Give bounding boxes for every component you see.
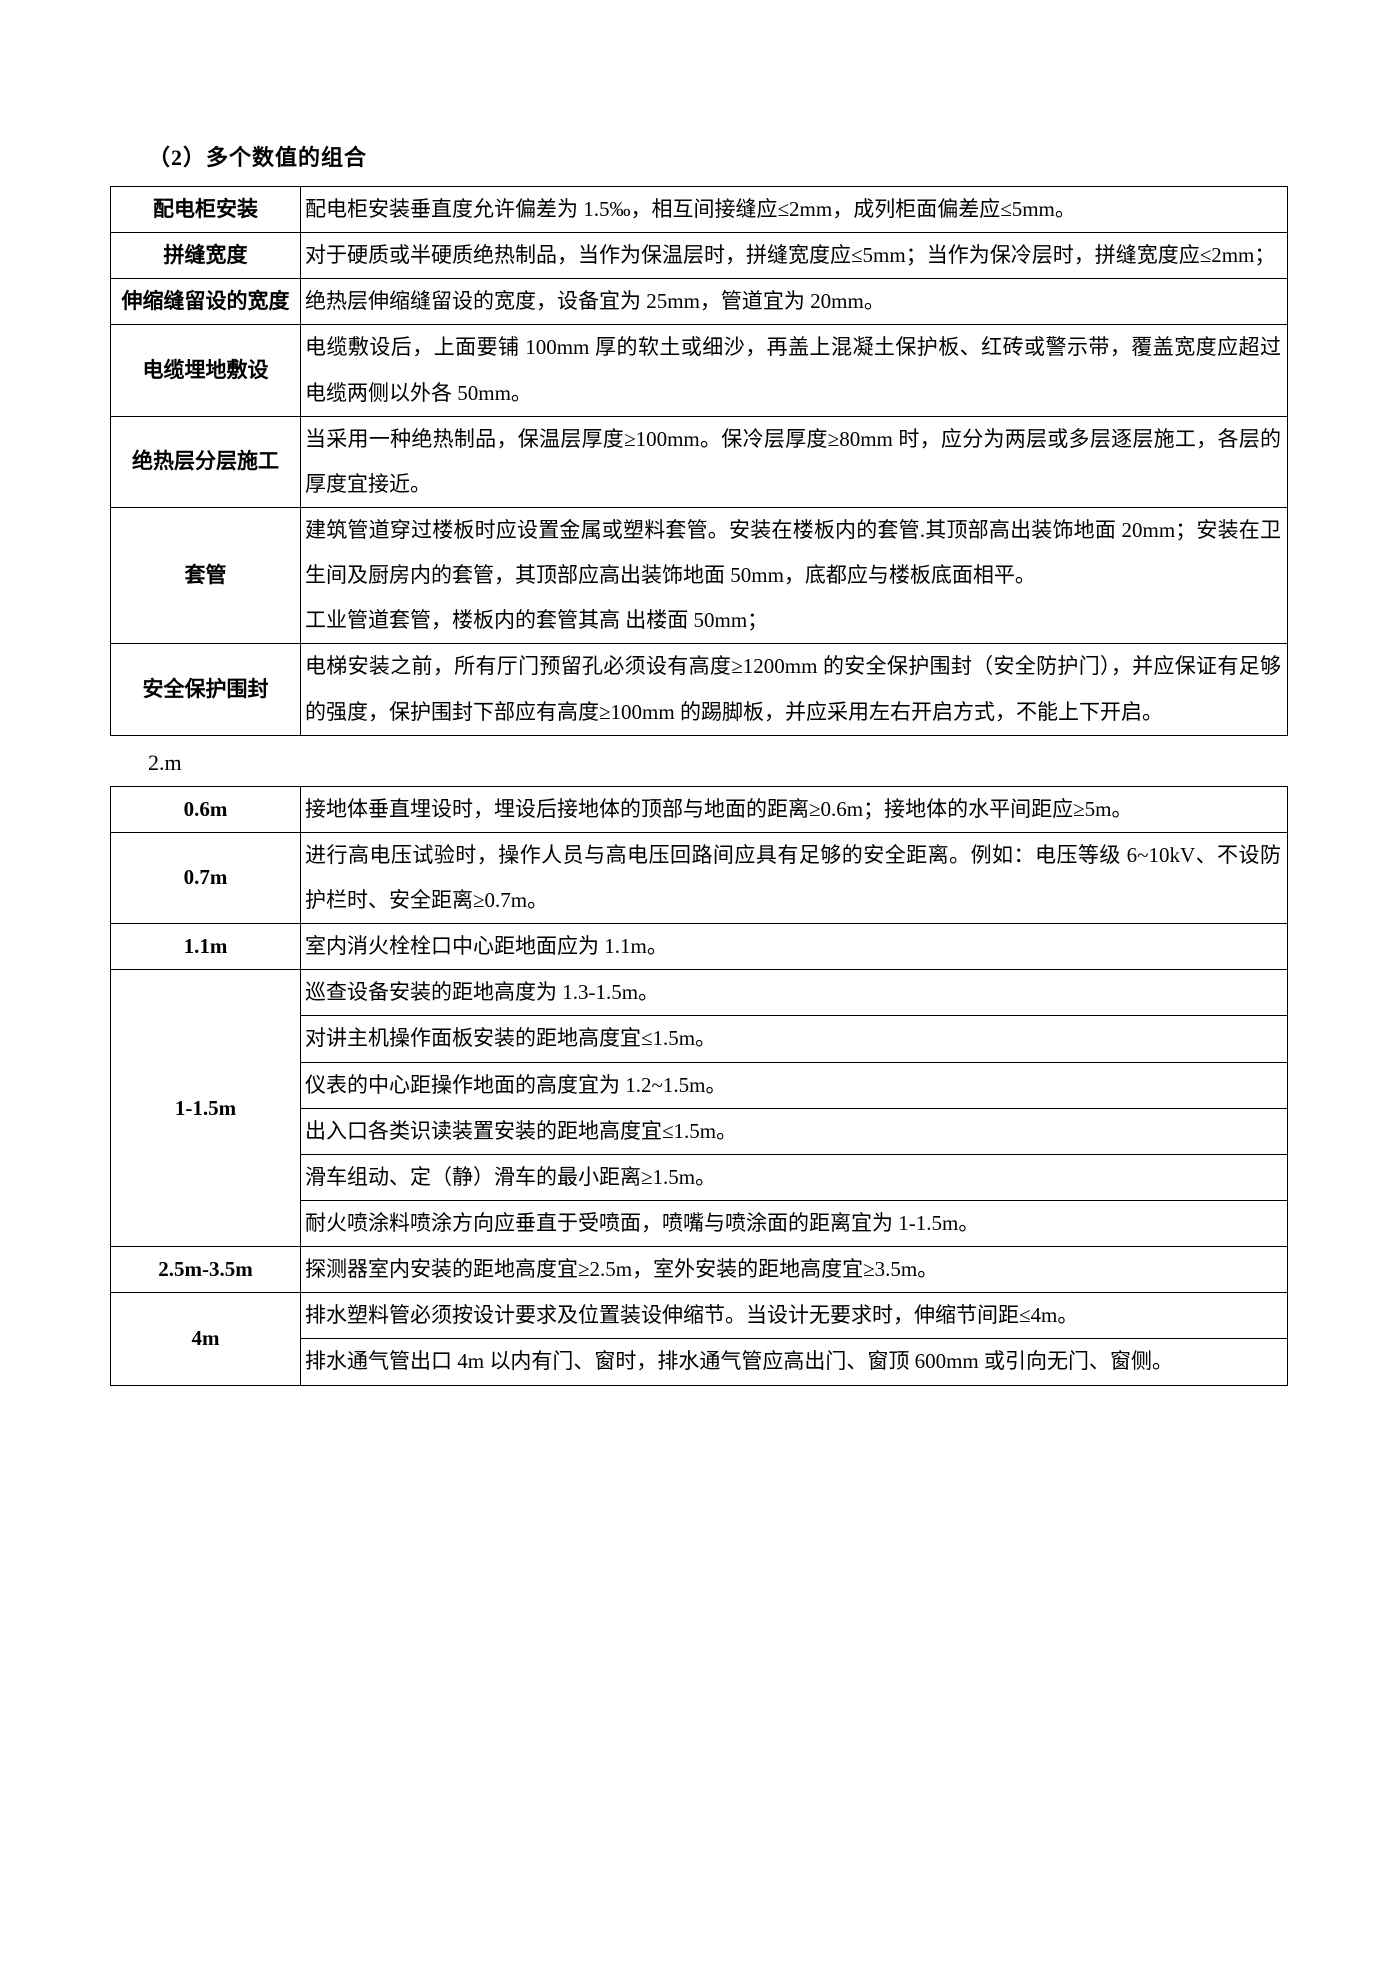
row-desc: 对于硬质或半硬质绝热制品，当作为保温层时，拼缝宽度应≤5mm；当作为保冷层时，拼… [301,233,1288,279]
table-row: 电缆埋地敷设电缆敷设后，上面要铺 100mm 厚的软土或细沙，再盖上混凝土保护板… [111,325,1288,416]
table-row: 配电柜安装配电柜安装垂直度允许偏差为 1.5‰，相互间接缝应≤2mm，成列柜面偏… [111,187,1288,233]
table-row: 伸缩缝留设的宽度绝热层伸缩缝留设的宽度，设备宜为 25mm，管道宜为 20mm。 [111,279,1288,325]
row-label: 电缆埋地敷设 [111,325,301,416]
row-desc: 排水通气管出口 4m 以内有门、窗时，排水通气管应高出门、窗顶 600mm 或引… [301,1339,1288,1385]
table-row: 套管建筑管道穿过楼板时应设置金属或塑料套管。安装在楼板内的套管.其顶部高出装饰地… [111,507,1288,643]
row-label: 伸缩缝留设的宽度 [111,279,301,325]
row-desc: 仪表的中心距操作地面的高度宜为 1.2~1.5m。 [301,1062,1288,1108]
row-desc: 探测器室内安装的距地高度宜≥2.5m，室外安装的距地高度宜≥3.5m。 [301,1247,1288,1293]
row-desc: 出入口各类识读装置安装的距地高度宜≤1.5m。 [301,1108,1288,1154]
table-row: 1.1m室内消火栓栓口中心距地面应为 1.1m。 [111,924,1288,970]
row-desc: 对讲主机操作面板安装的距地高度宜≤1.5m。 [301,1016,1288,1062]
table-2: 0.6m接地体垂直埋设时，埋设后接地体的顶部与地面的距离≥0.6m；接地体的水平… [110,786,1288,1386]
row-desc: 电梯安装之前，所有厅门预留孔必须设有高度≥1200mm 的安全保护围封（安全防护… [301,644,1288,735]
row-label: 1-1.5m [111,970,301,1247]
section-title-1: （2）多个数值的组合 [148,140,1288,172]
row-desc: 建筑管道穿过楼板时应设置金属或塑料套管。安装在楼板内的套管.其顶部高出装饰地面 … [301,507,1288,643]
table-row: 0.7m进行高电压试验时，操作人员与高电压回路间应具有足够的安全距离。例如：电压… [111,832,1288,923]
row-label: 配电柜安装 [111,187,301,233]
table-row: 1-1.5m巡查设备安装的距地高度为 1.3-1.5m。 [111,970,1288,1016]
table-row: 4m排水塑料管必须按设计要求及位置装设伸缩节。当设计无要求时，伸缩节间距≤4m。 [111,1293,1288,1339]
table-1: 配电柜安装配电柜安装垂直度允许偏差为 1.5‰，相互间接缝应≤2mm，成列柜面偏… [110,186,1288,736]
table-row: 安全保护围封电梯安装之前，所有厅门预留孔必须设有高度≥1200mm 的安全保护围… [111,644,1288,735]
row-desc: 耐火喷涂料喷涂方向应垂直于受喷面，喷嘴与喷涂面的距离宜为 1-1.5m。 [301,1200,1288,1246]
table-row: 绝热层分层施工当采用一种绝热制品，保温层厚度≥100mm。保冷层厚度≥80mm … [111,416,1288,507]
table-row: 2.5m-3.5m探测器室内安装的距地高度宜≥2.5m，室外安装的距地高度宜≥3… [111,1247,1288,1293]
row-label: 1.1m [111,924,301,970]
row-desc: 室内消火栓栓口中心距地面应为 1.1m。 [301,924,1288,970]
row-desc: 进行高电压试验时，操作人员与高电压回路间应具有足够的安全距离。例如：电压等级 6… [301,832,1288,923]
row-label: 0.7m [111,832,301,923]
row-desc: 电缆敷设后，上面要铺 100mm 厚的软土或细沙，再盖上混凝土保护板、红砖或警示… [301,325,1288,416]
row-label: 安全保护围封 [111,644,301,735]
row-desc: 当采用一种绝热制品，保温层厚度≥100mm。保冷层厚度≥80mm 时，应分为两层… [301,416,1288,507]
row-desc: 巡查设备安装的距地高度为 1.3-1.5m。 [301,970,1288,1016]
row-desc: 滑车组动、定（静）滑车的最小距离≥1.5m。 [301,1154,1288,1200]
row-desc: 绝热层伸缩缝留设的宽度，设备宜为 25mm，管道宜为 20mm。 [301,279,1288,325]
row-label: 绝热层分层施工 [111,416,301,507]
row-label: 套管 [111,507,301,643]
row-label: 拼缝宽度 [111,233,301,279]
row-desc: 接地体垂直埋设时，埋设后接地体的顶部与地面的距离≥0.6m；接地体的水平间距应≥… [301,786,1288,832]
section-title-2: 2.m [148,750,1288,776]
row-desc: 配电柜安装垂直度允许偏差为 1.5‰，相互间接缝应≤2mm，成列柜面偏差应≤5m… [301,187,1288,233]
row-label: 4m [111,1293,301,1385]
row-label: 0.6m [111,786,301,832]
table-row: 0.6m接地体垂直埋设时，埋设后接地体的顶部与地面的距离≥0.6m；接地体的水平… [111,786,1288,832]
row-desc: 排水塑料管必须按设计要求及位置装设伸缩节。当设计无要求时，伸缩节间距≤4m。 [301,1293,1288,1339]
table-row: 拼缝宽度对于硬质或半硬质绝热制品，当作为保温层时，拼缝宽度应≤5mm；当作为保冷… [111,233,1288,279]
row-label: 2.5m-3.5m [111,1247,301,1293]
